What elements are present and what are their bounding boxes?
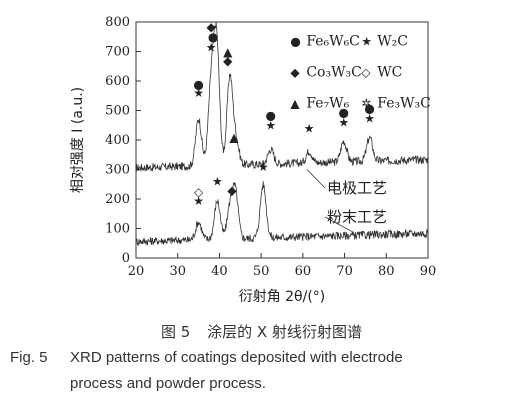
peak-marker: ▲	[229, 130, 239, 144]
y-tick-label: 600	[105, 74, 130, 89]
legend-label: Fe₃W₃C	[377, 96, 431, 112]
legend-symbol: ▲	[290, 97, 300, 111]
peak-marker: ●	[208, 30, 218, 44]
caption-cn-text: 涂层的 X 射线衍射图谱	[207, 323, 362, 341]
peak-marker: ●	[193, 77, 203, 91]
annotation-layer: ★●★◆●◆▲▲★●★ ★● ★●★◇★◆★	[193, 20, 375, 208]
y-axis-label: 相对强度 I (a.u.)	[70, 87, 86, 193]
series-layer	[135, 21, 429, 247]
peak-marker: ★	[212, 175, 223, 189]
x-tick-label: 90	[420, 264, 437, 279]
series-label-leader	[306, 169, 326, 189]
caption-en-line1: XRD patterns of coatings deposited with …	[70, 349, 403, 366]
y-tick-label: 800	[105, 15, 130, 30]
legend-symbol: ●	[290, 35, 300, 49]
axes: 20 30 40 50 60 70 80 90 0 100 200 300 400 500 600 700 80…	[70, 15, 436, 305]
y-tick-label: 0	[122, 251, 130, 266]
series-label: 粉末工艺	[327, 208, 387, 226]
legend: ● Fe₆W₆C ★ W₂C ◆ Co₃W₃C ◇ WC ▲ Fe₇W₆ ✲ Fe₃W₃C	[290, 34, 430, 112]
peak-marker: ★	[193, 194, 204, 208]
y-tick-label: 100	[105, 222, 130, 237]
x-tick-label: 40	[211, 264, 228, 279]
caption-cn-number: 图 5	[161, 323, 191, 341]
legend-label: Fe₇W₆	[306, 96, 349, 112]
peak-marker: ◆	[227, 184, 237, 198]
y-tick-label: 300	[105, 163, 130, 178]
series-line-0	[135, 21, 429, 173]
series-label-leader	[324, 216, 354, 233]
legend-label: W₂C	[377, 34, 408, 50]
series-line-1	[135, 181, 428, 247]
y-tick-label: 700	[105, 45, 130, 60]
legend-symbol: ◇	[361, 66, 371, 80]
x-tick-label: 60	[295, 264, 312, 279]
peak-marker: ●	[338, 105, 348, 119]
peak-marker: ★	[304, 122, 315, 136]
peak-marker: ●	[364, 102, 374, 116]
series-label: 电极工艺	[327, 179, 387, 197]
x-tick-label: 50	[253, 264, 270, 279]
xrd-chart: 20 30 40 50 60 70 80 90 0 100 200 300 400 500 600 700 80…	[70, 15, 436, 305]
caption-en-number: Fig. 5	[10, 349, 48, 366]
peak-marker: ★	[338, 116, 349, 130]
caption-en-line2: process and powder process.	[70, 375, 266, 392]
y-tick-label: 200	[105, 192, 130, 207]
caption-english: Fig. 5 XRD patterns of coatings deposited…	[10, 345, 515, 397]
peak-marker: ★	[193, 86, 204, 100]
peak-marker: ★	[206, 41, 217, 55]
legend-label: Co₃W₃C	[306, 65, 361, 81]
peak-marker: ★	[265, 119, 276, 133]
peak-marker: ▲	[223, 45, 233, 59]
peak-marker: ★	[258, 160, 269, 174]
x-tick-label: 30	[169, 264, 186, 279]
legend-symbol: ✲	[361, 97, 371, 111]
peak-marker: ◆	[223, 54, 233, 68]
caption-chinese: 图 5 涂层的 X 射线衍射图谱	[0, 321, 523, 342]
legend-label: WC	[377, 65, 402, 81]
y-tick-label: 400	[105, 133, 130, 148]
legend-label: Fe₆W₆C	[306, 34, 360, 50]
peak-marker: ◆	[206, 20, 216, 34]
peak-marker: ◇	[194, 185, 204, 199]
peak-marker: ●	[265, 108, 275, 122]
x-tick-label: 70	[336, 264, 353, 279]
x-tick-label: 20	[128, 264, 145, 279]
x-axis-label: 衍射角 2θ/(°)	[239, 289, 326, 305]
legend-symbol: ★	[361, 35, 372, 49]
y-tick-label: 500	[105, 104, 130, 119]
legend-symbol: ◆	[290, 66, 300, 80]
x-tick-label: 80	[378, 264, 395, 279]
peak-marker: ★	[364, 111, 375, 125]
